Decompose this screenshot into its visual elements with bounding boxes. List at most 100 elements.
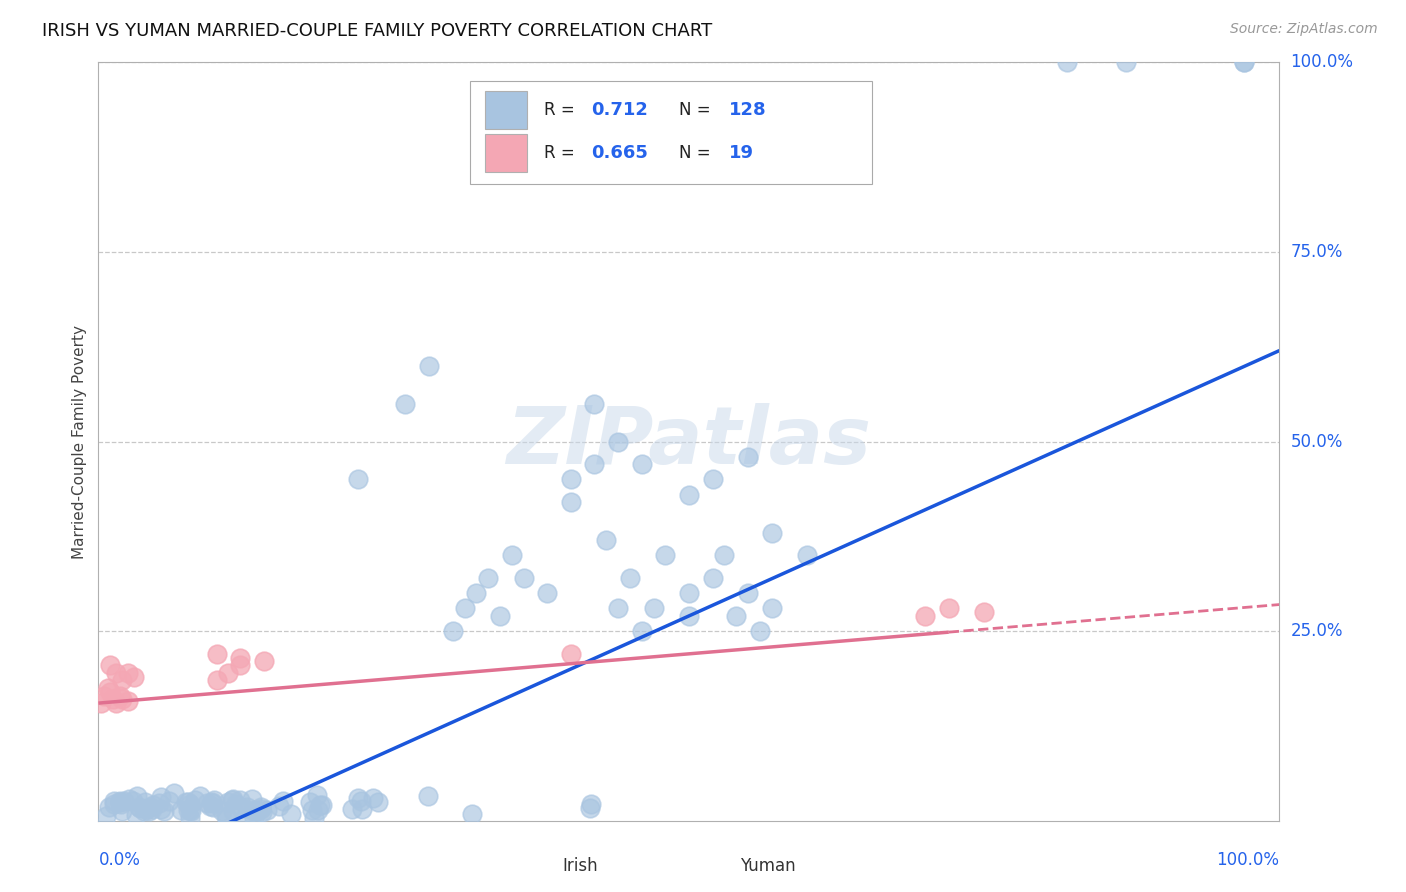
- Point: [725, 608, 748, 623]
- Point: [180, 804, 202, 818]
- Point: [1115, 55, 1137, 70]
- Point: [307, 789, 329, 803]
- Point: [678, 487, 700, 501]
- Point: [307, 803, 329, 817]
- Point: [394, 396, 416, 410]
- Point: [619, 571, 641, 585]
- Point: [177, 803, 200, 817]
- Point: [607, 434, 630, 449]
- Point: [311, 797, 333, 812]
- Point: [217, 811, 239, 825]
- Point: [581, 797, 603, 812]
- Point: [560, 473, 582, 487]
- Point: [1233, 55, 1256, 70]
- Point: [105, 696, 128, 710]
- Point: [122, 669, 145, 683]
- Point: [702, 571, 724, 585]
- Point: [973, 605, 995, 619]
- Point: [184, 793, 207, 807]
- Point: [607, 601, 630, 615]
- Text: N =: N =: [679, 101, 717, 120]
- Point: [595, 533, 617, 548]
- Point: [105, 665, 128, 680]
- Point: [103, 797, 125, 811]
- Point: [110, 795, 132, 809]
- Point: [202, 793, 225, 807]
- Point: [737, 450, 759, 464]
- Point: [122, 794, 145, 808]
- Point: [302, 811, 325, 825]
- Point: [271, 794, 294, 808]
- Point: [250, 805, 273, 819]
- Point: [761, 525, 783, 540]
- Point: [477, 571, 499, 585]
- Point: [301, 803, 323, 817]
- Point: [129, 801, 152, 815]
- Text: ZIPatlas: ZIPatlas: [506, 402, 872, 481]
- Text: 0.665: 0.665: [591, 145, 648, 162]
- Point: [205, 647, 228, 661]
- Point: [98, 658, 121, 673]
- Point: [229, 650, 252, 665]
- Point: [250, 799, 273, 814]
- Text: 19: 19: [730, 145, 754, 162]
- Text: 50.0%: 50.0%: [1291, 433, 1343, 450]
- Point: [217, 795, 239, 809]
- Point: [205, 673, 228, 688]
- Point: [461, 807, 484, 822]
- Point: [111, 673, 134, 688]
- Point: [211, 805, 233, 819]
- Point: [148, 797, 170, 811]
- Point: [243, 811, 266, 825]
- Point: [125, 808, 148, 822]
- Point: [149, 802, 172, 816]
- Point: [350, 802, 373, 816]
- Point: [737, 586, 759, 600]
- Point: [340, 802, 363, 816]
- Point: [90, 696, 112, 710]
- Text: R =: R =: [544, 101, 579, 120]
- Point: [914, 608, 936, 623]
- Point: [242, 804, 264, 818]
- Point: [222, 804, 245, 818]
- Point: [536, 586, 558, 600]
- Point: [103, 794, 125, 808]
- Point: [179, 803, 201, 817]
- Text: Source: ZipAtlas.com: Source: ZipAtlas.com: [1230, 22, 1378, 37]
- Point: [142, 797, 165, 812]
- Point: [1233, 55, 1256, 70]
- Point: [110, 797, 132, 811]
- Point: [217, 665, 239, 680]
- Point: [117, 694, 139, 708]
- Point: [630, 458, 652, 472]
- Point: [231, 801, 253, 815]
- Point: [501, 548, 523, 563]
- Point: [578, 800, 600, 814]
- Point: [200, 796, 222, 810]
- Point: [512, 571, 534, 585]
- Point: [149, 790, 172, 805]
- Point: [796, 548, 818, 563]
- Y-axis label: Married-Couple Family Poverty: Married-Couple Family Poverty: [72, 325, 87, 558]
- Point: [118, 792, 141, 806]
- Text: Yuman: Yuman: [740, 857, 796, 875]
- Point: [127, 789, 149, 803]
- Point: [114, 794, 136, 808]
- Point: [630, 624, 652, 639]
- Point: [347, 790, 370, 805]
- Point: [170, 803, 193, 817]
- Point: [678, 586, 700, 600]
- Text: 75.0%: 75.0%: [1291, 243, 1343, 261]
- Point: [93, 689, 115, 703]
- Point: [138, 804, 160, 818]
- Point: [761, 601, 783, 615]
- Point: [195, 797, 218, 811]
- Point: [361, 791, 384, 805]
- Point: [201, 800, 224, 814]
- Point: [135, 802, 157, 816]
- Point: [253, 655, 276, 669]
- Point: [246, 804, 269, 818]
- Text: 128: 128: [730, 101, 766, 120]
- FancyBboxPatch shape: [471, 81, 872, 184]
- Point: [108, 794, 131, 808]
